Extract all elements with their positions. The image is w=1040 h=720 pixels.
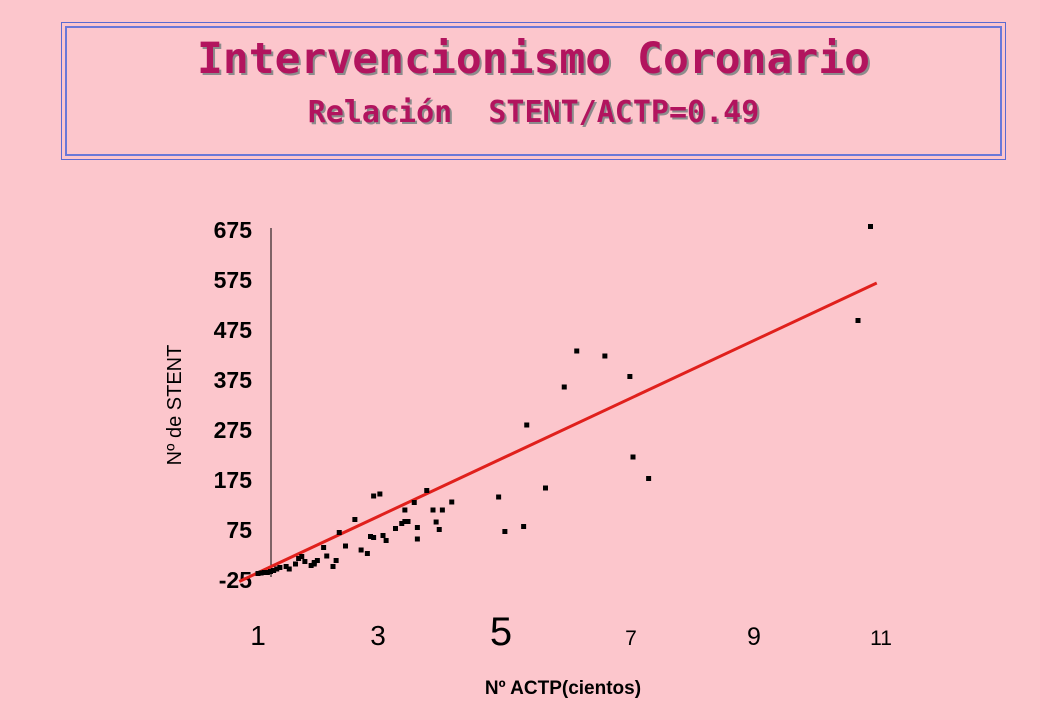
data-points	[255, 224, 873, 576]
data-point	[524, 422, 530, 428]
data-point	[283, 564, 289, 569]
data-point	[433, 519, 439, 525]
chart-title: Intervencionismo Coronario	[196, 34, 871, 84]
y-tick-label: -25	[219, 567, 252, 593]
title-box-border	[65, 26, 1002, 156]
data-point	[436, 527, 442, 532]
data-point	[296, 556, 302, 561]
data-point	[414, 525, 420, 530]
data-point	[424, 488, 430, 493]
data-point	[258, 570, 264, 576]
data-point	[402, 519, 408, 524]
data-point	[377, 491, 383, 497]
y-tick-label: 575	[214, 267, 253, 293]
data-point	[299, 554, 305, 559]
data-point	[277, 565, 283, 570]
data-point	[311, 560, 317, 565]
data-point	[271, 568, 277, 573]
title-box: Intervencionismo Coronario Relación STEN…	[61, 22, 1006, 160]
data-point	[439, 507, 445, 513]
data-point	[333, 558, 339, 563]
data-point	[293, 561, 298, 567]
data-point	[521, 524, 527, 529]
data-point	[336, 530, 342, 535]
data-point	[364, 551, 370, 556]
data-point	[383, 538, 389, 543]
x-tick-label: 3	[370, 620, 386, 651]
x-tick-label: 1	[250, 620, 266, 651]
data-point	[314, 558, 320, 563]
data-point	[868, 224, 873, 229]
y-tick-label: 175	[214, 467, 253, 493]
data-point	[371, 535, 377, 540]
x-tick-label: 9	[747, 623, 761, 651]
data-point	[330, 564, 336, 569]
data-point	[449, 499, 455, 505]
data-point	[324, 553, 330, 559]
data-point	[411, 500, 417, 505]
data-point	[302, 559, 308, 564]
data-point	[371, 493, 377, 499]
x-axis-group: 1 3 5 7 9 11	[250, 610, 892, 654]
data-point	[274, 566, 280, 572]
data-point	[352, 517, 358, 522]
data-point	[561, 384, 567, 390]
data-point	[286, 566, 292, 572]
data-point	[627, 374, 633, 379]
y-tick-label: 275	[214, 417, 253, 443]
data-point	[855, 318, 861, 323]
data-point	[574, 348, 580, 354]
data-point	[343, 543, 348, 549]
regression-line	[238, 281, 878, 583]
x-tick-label: 5	[490, 610, 512, 654]
y-axis-label: Nº de STENT	[164, 345, 186, 466]
data-point	[255, 571, 261, 576]
data-point	[264, 570, 270, 575]
data-point	[393, 526, 398, 531]
data-point	[430, 507, 436, 513]
data-point	[646, 476, 652, 481]
y-tick-label: 675	[214, 217, 253, 243]
data-point	[268, 569, 273, 574]
y-axis-group: 675 575 475 375 275 175 75 -25 Nº de STENT	[164, 217, 272, 593]
x-tick-label: 11	[870, 627, 892, 650]
data-point	[358, 547, 364, 553]
x-tick-label: 7	[625, 627, 637, 650]
data-point	[380, 533, 386, 538]
data-point	[630, 454, 636, 460]
data-point	[405, 519, 411, 524]
x-axis-label: Nº ACTP(cientos)	[485, 678, 641, 699]
data-point	[261, 570, 267, 575]
chart-subtitle: Relación STENT/ACTP=0.49	[307, 95, 760, 130]
y-tick-label: 375	[214, 367, 253, 393]
y-tick-label: 475	[214, 317, 253, 343]
data-point	[414, 536, 420, 542]
data-point	[543, 485, 548, 491]
data-point	[602, 353, 608, 359]
data-point	[368, 534, 373, 539]
y-tick-label: 75	[226, 517, 252, 543]
data-point	[399, 521, 405, 526]
data-point	[496, 494, 502, 500]
data-point	[502, 529, 508, 534]
data-point	[308, 563, 314, 568]
data-point	[402, 507, 408, 513]
data-point	[321, 545, 327, 550]
